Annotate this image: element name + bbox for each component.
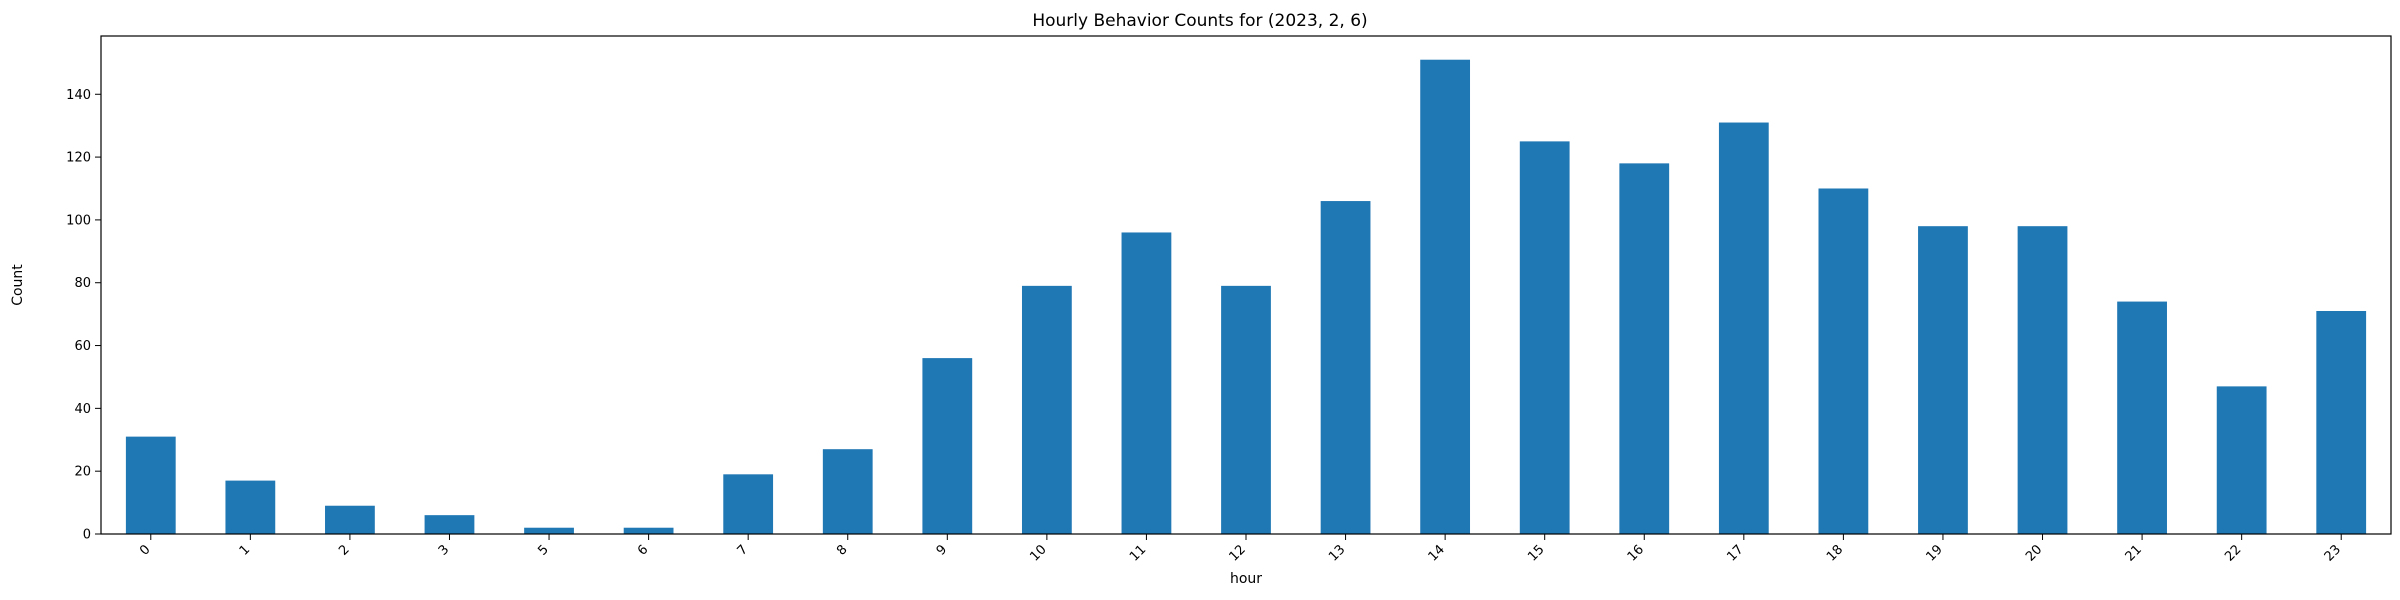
bar-hour-12 [1221,285,1271,534]
bar-hour-14 [1420,59,1471,534]
x-axis-label: hour [1230,571,1262,587]
y-tick-label: 120 [66,151,91,166]
y-axis-ticks: 0 20 40 60 80 100 120 140 [66,88,101,543]
bar-hour-21 [2117,301,2167,534]
y-tick-label: 140 [66,88,91,103]
bar-hour-11 [1121,232,1172,535]
x-tick-label: 16 [1625,542,1647,564]
x-tick-label: 23 [2322,542,2344,564]
bar-hour-18 [1818,188,1869,535]
x-tick-label: 12 [1227,542,1249,564]
bar-hour-16 [1619,163,1670,534]
x-tick-label: 18 [1824,542,1846,564]
bar-hour-7 [723,474,774,534]
bar-hour-10 [1021,285,1072,534]
bar-hour-22 [2216,386,2267,534]
bar-hour-23 [2316,310,2367,534]
bar-hour-6 [623,527,674,534]
x-tick-label: 9 [934,542,950,558]
x-tick-label: 10 [1027,542,1049,564]
bars-group [125,59,2367,535]
y-tick-label: 20 [74,465,91,480]
x-tick-label: 0 [137,542,153,558]
y-tick-label: 40 [74,402,91,417]
x-tick-label: 15 [1525,542,1547,564]
x-tick-label: 8 [834,542,850,558]
x-tick-label: 14 [1426,542,1448,564]
chart-title: Hourly Behavior Counts for (2023, 2, 6) [1032,11,1367,31]
x-tick-label: 6 [635,542,651,558]
x-tick-label: 20 [2023,542,2045,564]
bar-hour-13 [1320,201,1371,534]
bar-hour-8 [822,449,873,534]
bar-hour-1 [225,480,276,534]
x-axis-ticks: 0 1 2 3 5 6 7 8 9 10 11 12 13 14 15 16 17 18 19 20 21 22 23 [137,534,2344,565]
x-tick-label: 1 [237,542,253,558]
x-tick-label: 22 [2222,542,2244,564]
y-tick-label: 100 [66,213,91,228]
bar-hour-20 [2017,226,2068,534]
x-tick-label: 2 [336,542,352,558]
bar-hour-19 [1918,226,1968,534]
plot-frame [100,35,2392,535]
bar-hour-0 [125,436,176,534]
x-tick-label: 19 [1923,542,1945,564]
y-tick-label: 80 [74,276,91,291]
bar-hour-2 [325,505,375,534]
bar-hour-5 [524,527,574,534]
bar-hour-9 [922,358,973,534]
bar-hour-15 [1519,141,1570,534]
y-tick-label: 0 [83,528,91,543]
x-tick-label: 3 [436,542,452,558]
x-tick-label: 7 [735,542,751,558]
x-tick-label: 17 [1724,542,1746,564]
x-tick-label: 21 [2123,542,2145,564]
x-tick-label: 5 [535,542,551,558]
x-tick-label: 13 [1326,542,1348,564]
y-tick-label: 60 [74,339,91,354]
y-axis-label: Count [10,264,26,306]
x-tick-label: 11 [1127,542,1149,564]
bar-hour-3 [424,515,475,534]
bar-hour-17 [1718,122,1769,535]
